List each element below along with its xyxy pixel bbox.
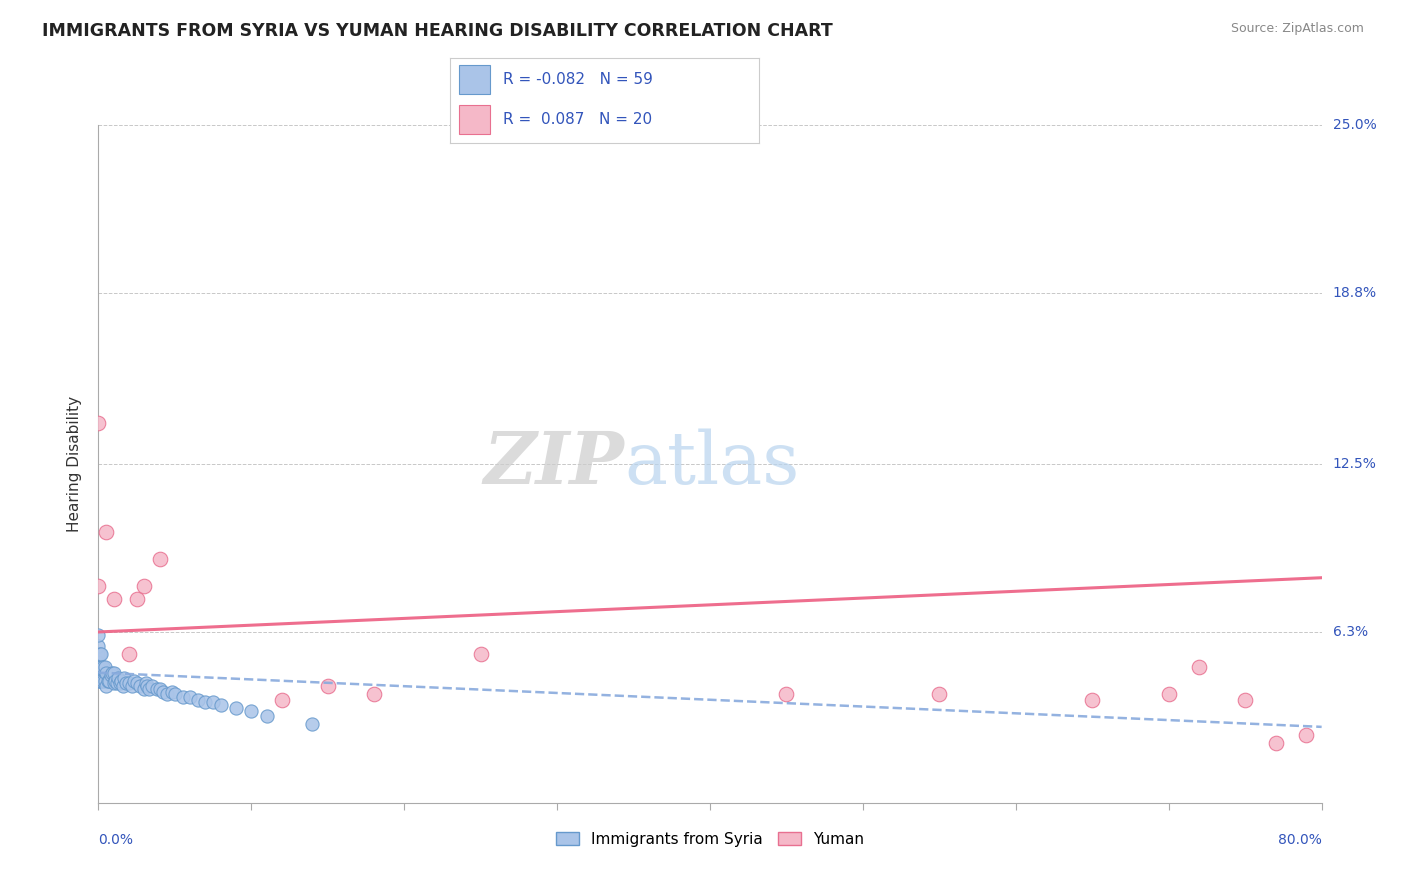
Point [87,665,110,680]
Point [270,692,292,706]
Point [240,704,263,718]
Point [89,660,111,674]
Point [256,709,278,723]
Text: ZIP: ZIP [484,428,624,500]
Point [125,592,148,607]
Point [125,676,148,690]
Point [194,696,217,710]
Legend: Immigrants from Syria, Yuman: Immigrants from Syria, Yuman [550,825,870,853]
Point [163,687,186,701]
Point [118,647,141,661]
Point [97,673,120,688]
Text: 6.3%: 6.3% [1333,625,1368,639]
Point [91,673,114,688]
Point [87,660,110,674]
Point [134,579,156,593]
Point [87,655,110,669]
Y-axis label: Hearing Disability: Hearing Disability [67,396,83,532]
Point [775,687,797,701]
Bar [460,65,491,94]
Text: R =  0.087   N = 20: R = 0.087 N = 20 [502,112,651,128]
Point [103,665,125,680]
Point [87,579,110,593]
Text: IMMIGRANTS FROM SYRIA VS YUMAN HEARING DISABILITY CORRELATION CHART: IMMIGRANTS FROM SYRIA VS YUMAN HEARING D… [42,22,832,40]
Point [149,551,172,566]
Point [928,687,950,701]
Point [136,679,159,693]
Point [160,684,183,698]
Text: R = -0.082   N = 59: R = -0.082 N = 59 [502,71,652,87]
Point [107,671,129,685]
Point [87,673,110,688]
Point [98,673,121,688]
Point [470,647,492,661]
Point [122,673,145,688]
Point [103,676,125,690]
Point [121,679,143,693]
Point [105,676,128,690]
Point [225,701,247,715]
Text: 18.8%: 18.8% [1333,286,1376,300]
Text: 80.0%: 80.0% [1278,833,1322,847]
Point [156,687,179,701]
Point [118,676,141,690]
Point [363,687,385,701]
Point [1295,728,1317,742]
Point [87,628,110,642]
Text: 25.0%: 25.0% [1333,118,1376,132]
Point [90,673,112,688]
Point [87,416,110,430]
Point [172,690,194,704]
Point [209,698,232,713]
Point [149,681,172,696]
Point [202,696,225,710]
Point [316,679,339,693]
Point [301,717,323,731]
Point [89,673,111,688]
Point [104,673,127,688]
Point [1081,692,1104,706]
Text: 12.5%: 12.5% [1333,457,1376,471]
Point [91,660,114,674]
Point [111,679,134,693]
Point [179,690,201,704]
Point [90,660,112,674]
Point [134,681,156,696]
Point [94,679,117,693]
Point [93,673,115,688]
Point [128,679,150,693]
Point [1188,660,1211,674]
Point [1157,687,1180,701]
Point [101,665,124,680]
Text: Source: ZipAtlas.com: Source: ZipAtlas.com [1230,22,1364,36]
Point [187,692,209,706]
Point [93,660,115,674]
Text: atlas: atlas [624,428,800,500]
Bar [460,105,491,134]
Point [103,592,125,607]
Point [110,673,132,688]
Point [115,676,138,690]
Point [1264,736,1286,750]
Point [141,679,163,693]
Point [135,676,157,690]
Point [87,639,110,653]
Point [138,681,160,696]
Point [90,647,112,661]
Point [94,524,117,539]
Point [94,665,117,680]
Point [87,647,110,661]
Point [1234,692,1257,706]
Text: 0.0%: 0.0% [98,833,134,847]
Point [152,684,174,698]
Point [145,681,167,696]
Point [108,676,131,690]
Point [89,647,111,661]
Point [112,671,135,685]
Point [100,668,122,682]
